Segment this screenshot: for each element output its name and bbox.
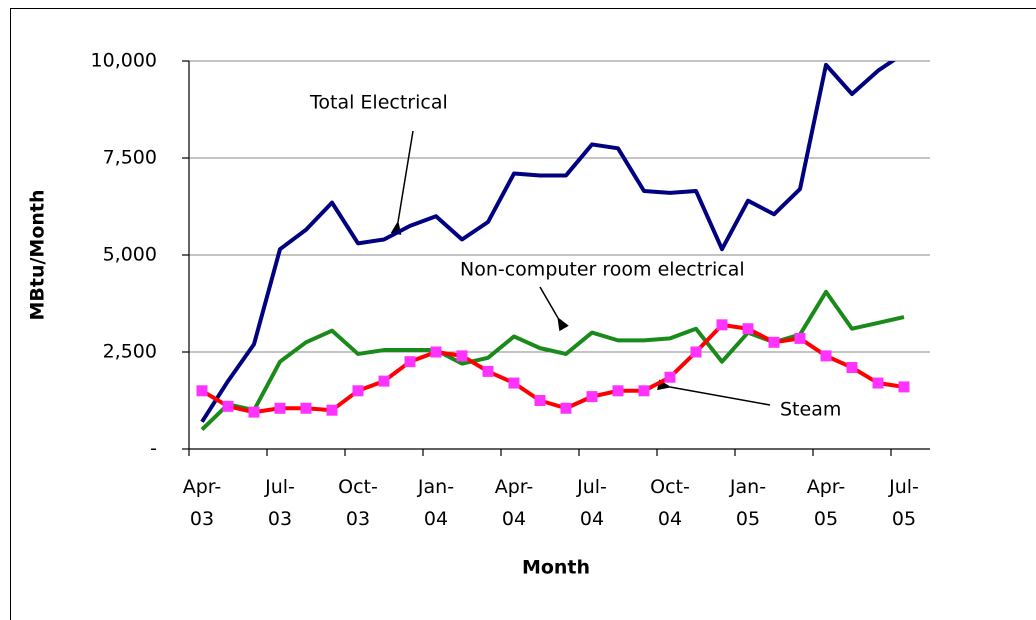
point-marker (846, 362, 858, 374)
point-marker (300, 402, 312, 414)
point-marker (664, 371, 676, 383)
y-tick-label: 5,000 (103, 244, 157, 266)
point-marker (404, 356, 416, 368)
point-marker (898, 381, 910, 393)
x-tick-label: Jul-03 (264, 476, 295, 530)
x-tick-label: Oct-03 (338, 476, 378, 530)
point-marker (638, 385, 650, 397)
x-tick-label: Jan-05 (729, 476, 766, 530)
point-marker (378, 375, 390, 387)
point-marker (716, 319, 728, 331)
point-marker (352, 385, 364, 397)
x-axis-title: Month (522, 557, 590, 579)
point-marker (248, 406, 260, 418)
point-marker (196, 385, 208, 397)
point-marker (560, 402, 572, 414)
point-marker (222, 400, 234, 412)
annotation-arrow (390, 130, 414, 235)
point-marker (482, 365, 494, 377)
series-line (200, 322, 905, 415)
point-marker (612, 385, 624, 397)
x-tick-label: Apr-05 (807, 476, 846, 530)
plot-area (196, 61, 910, 432)
point-marker (820, 350, 832, 362)
x-tick-label: Jan-04 (417, 476, 454, 530)
point-marker (326, 404, 338, 416)
point-marker (872, 377, 884, 389)
point-marker (742, 323, 754, 335)
x-tick-label: Apr-04 (495, 476, 534, 530)
point-marker (456, 350, 468, 362)
y-tick-label: - (150, 438, 157, 460)
point-marker (534, 395, 546, 406)
y-axis-title: MBtu/Month (27, 189, 49, 320)
point-marker (586, 391, 598, 403)
frame (10, 8, 1036, 620)
series-line (200, 61, 897, 423)
x-tick-label: Jul-05 (888, 476, 919, 530)
series-annotation: Non-computer room electrical (460, 259, 745, 281)
series-annotation: Steam (780, 399, 841, 421)
x-tick-label: Oct-04 (650, 476, 690, 530)
y-tick-label: 10,000 (91, 50, 157, 72)
x-tick-label: Apr-03 (183, 476, 222, 530)
point-marker (274, 402, 286, 414)
y-tick-label: 7,500 (103, 147, 157, 169)
x-tick-label: Jul-04 (576, 476, 607, 530)
point-marker (690, 346, 702, 358)
point-marker (508, 377, 520, 389)
point-marker (794, 332, 806, 344)
annotation-arrow (539, 286, 569, 332)
y-tick-label: 2,500 (103, 341, 157, 363)
annotation-arrow (657, 379, 771, 406)
point-marker (430, 346, 442, 358)
series-annotation: Total Electrical (309, 92, 448, 114)
point-marker (768, 336, 780, 348)
